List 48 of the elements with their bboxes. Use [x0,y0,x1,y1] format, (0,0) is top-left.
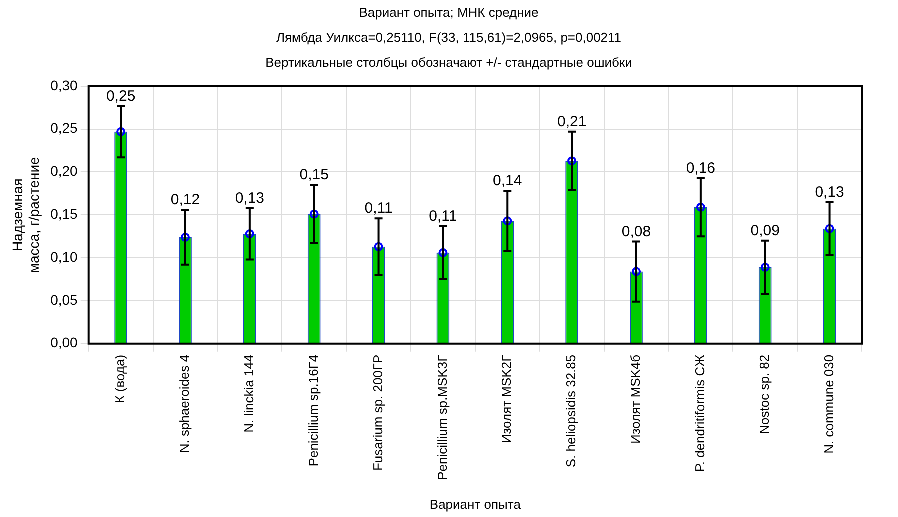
point [760,262,770,272]
x-tick-label: S. heliopsidis 32.85 [564,354,579,468]
y-tick-label: 0,25 [50,120,78,136]
data-label: 0,16 [686,160,716,177]
x-tick-label: Fusarium sp. 200ГР [370,354,386,472]
data-label: 0,21 [557,114,587,131]
data-label: 0,08 [622,223,652,240]
x-tick-label: N. sphaeroides 4 [177,354,192,454]
data-label: 0,11 [429,208,458,225]
point [438,248,448,258]
y-axis-title: Надземная масса, г/растение [9,156,42,274]
x-tick-label: Nostoc sp. 82 [756,354,772,434]
x-tick-label: Изолят MSK2Г [499,354,514,444]
point [696,202,706,212]
x-tick-label: К (вода) [112,354,128,404]
point [116,127,126,136]
point [503,216,512,226]
y-tick-label: 0,00 [50,334,78,351]
point [245,230,254,239]
point [825,224,834,234]
point [374,242,384,252]
data-label: 0,12 [170,192,200,209]
data-label: 0,25 [106,88,136,105]
point [180,232,190,242]
data-label: 0,09 [750,222,780,240]
x-tick-label: N. commune 030 [821,354,836,454]
text: Вертикальные столбцы обозначают +/- стандартные ошибки [264,54,634,72]
chart-title: Вариант опыта; МНК средние [358,4,540,22]
data-label: 0,14 [493,172,522,190]
x-tick-label: N. linckia 144 [242,354,256,433]
x-tick-label: Penicillium sp.16Г4 [306,354,321,467]
chart-subtitle: Лямбда Уилкса=0,25110, F(33, 115,61)=2,0965, p=0,00211 [275,29,623,47]
x-tick-label: Изолят MSK4б [628,354,644,444]
y-tick-label: 0,10 [50,248,78,265]
data-label: 0,11 [364,200,393,218]
point [632,267,641,276]
data-label: 0,13 [815,184,844,201]
y-tick-label: 0,05 [50,292,78,308]
x-tick-label: P. dendritiformis СЖ [692,354,708,472]
y-tick-label: 0,30 [50,77,78,94]
y-tick-label: 0,20 [50,163,78,180]
y-tick-label: 0,15 [50,206,78,222]
x-tick-label: Penicillium sp.MSK3Г [434,354,450,480]
point [310,210,319,219]
point [568,156,577,166]
data-label: 0,13 [235,190,265,207]
x-axis-title: Вариант опыта [430,496,522,512]
data-label: 0,15 [300,166,329,184]
